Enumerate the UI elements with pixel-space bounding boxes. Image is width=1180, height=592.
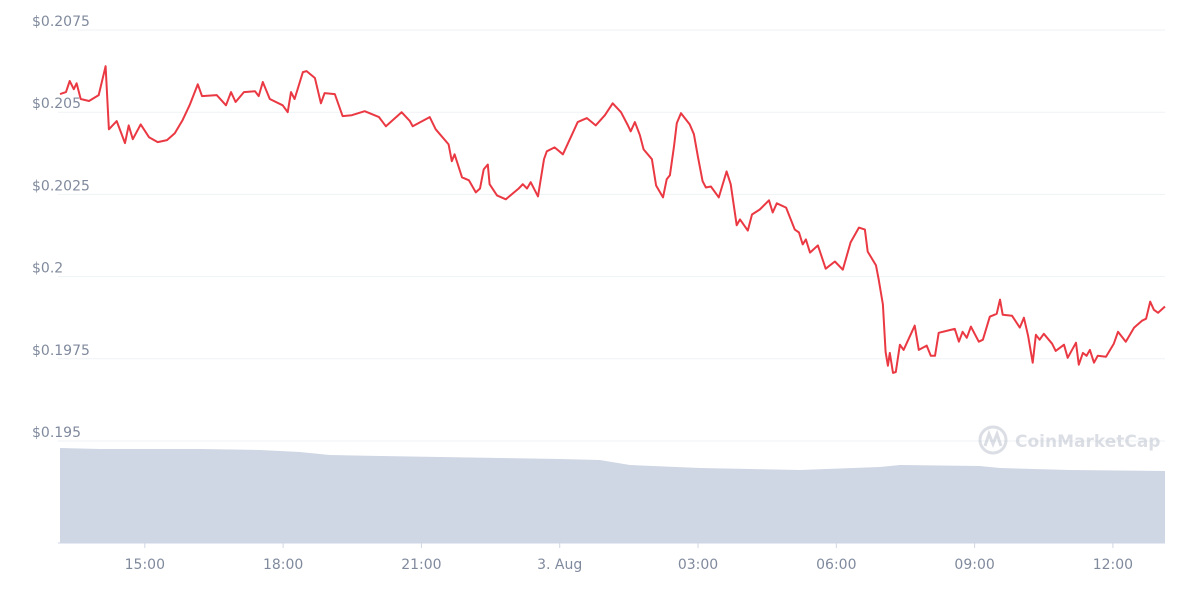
volume-area: [60, 448, 1165, 543]
y-tick-label: $0.2025: [32, 178, 90, 194]
y-tick-label: $0.205: [32, 96, 81, 112]
price-line: [59, 65, 1166, 374]
plot: $0.195 $0.1975 $0.2 $0.2025 $0.205 $0.2075 15:…: [32, 14, 1166, 573]
x-tick-label: 18:00: [263, 557, 303, 573]
y-tick-label: $0.1975: [32, 343, 90, 359]
y-tick-label: $0.2: [32, 261, 63, 277]
watermark-logo: [978, 425, 1008, 455]
y-tick-label: $0.195: [32, 425, 81, 441]
x-tick-label: 03:00: [678, 557, 718, 573]
y-tick-label: $0.2075: [32, 14, 90, 30]
x-tick-label: 06:00: [816, 557, 856, 573]
x-tick-label: 15:00: [125, 557, 165, 573]
x-tick-label: 3. Aug: [537, 557, 582, 573]
x-tick-label: 12:00: [1093, 557, 1133, 573]
watermark-text: CoinMarketCap: [1015, 432, 1160, 452]
x-tick-label: 21:00: [401, 557, 441, 573]
watermark: CoinMarketCap: [978, 425, 1160, 455]
x-tick-label: 09:00: [954, 557, 994, 573]
watermark-logo-m: [983, 429, 1003, 449]
